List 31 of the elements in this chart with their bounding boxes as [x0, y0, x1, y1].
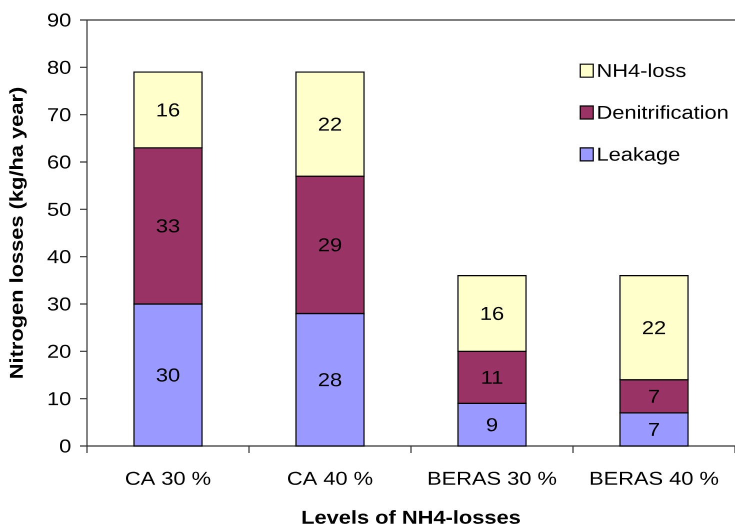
x-tick-label: BERAS 40 %	[590, 472, 718, 485]
x-tick-label: CA 40 %	[288, 472, 372, 485]
y-tick-label: 0	[60, 439, 70, 453]
legend-label: Denitrification	[598, 105, 728, 119]
y-tick-label: 20	[48, 344, 70, 358]
y-tick-label: 10	[48, 392, 70, 406]
data-label: 16	[158, 103, 180, 117]
y-tick-label: 60	[48, 155, 70, 169]
x-tick-label: CA 30 %	[126, 472, 210, 485]
data-label: 22	[318, 118, 342, 131]
data-label: 11	[482, 370, 502, 384]
y-tick-label: 30	[48, 297, 70, 311]
x-tick-label: BERAS 30 %	[428, 472, 556, 485]
y-tick-label: 90	[48, 13, 70, 27]
legend-label: Leakage	[598, 147, 680, 165]
data-label: 30	[156, 368, 180, 382]
data-label: 7	[649, 390, 659, 403]
y-tick-label: 50	[48, 202, 70, 216]
y-tick-label: 40	[47, 250, 70, 264]
data-label: 7	[649, 423, 659, 436]
data-label: 33	[156, 219, 180, 233]
data-label: 28	[318, 373, 342, 386]
y-tick-label: 80	[48, 60, 70, 74]
data-label: 22	[642, 321, 666, 334]
legend-label: NH4-loss	[598, 63, 686, 78]
data-label: 29	[318, 238, 342, 252]
data-label: 16	[482, 306, 504, 320]
x-axis-title: Levels of NH4-losses	[302, 510, 520, 524]
y-axis-title: Nitrogen losses (kg/ha year)	[9, 88, 27, 378]
y-tick-label: 70	[48, 108, 70, 122]
data-label: 9	[486, 418, 498, 432]
